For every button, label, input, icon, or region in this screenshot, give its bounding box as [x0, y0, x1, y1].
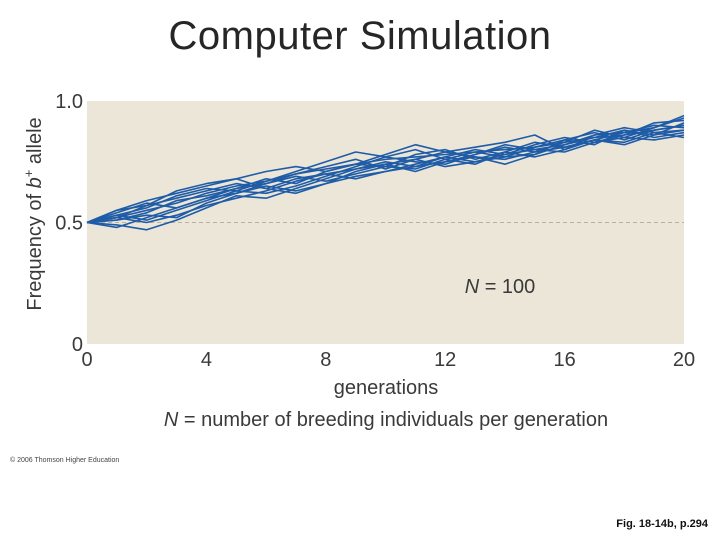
series-line-10	[86, 114, 685, 224]
y-label-after: allele	[24, 117, 46, 169]
copyright-notice: © 2006 Thomson Higher Education	[10, 457, 120, 464]
y-axis-label: Frequency of b+ allele	[21, 117, 46, 310]
slide-title: Computer Simulation	[168, 14, 552, 58]
population-size-annotation: N = 100	[465, 276, 536, 298]
caption-italic: N	[164, 409, 179, 431]
y-tick-label: 0.5	[55, 213, 83, 235]
x-tick-label: 0	[81, 349, 92, 371]
annotation-italic: N	[465, 276, 480, 298]
series-line-9	[86, 126, 685, 224]
x-tick-label: 12	[434, 349, 456, 371]
y-label-italic: b	[24, 177, 46, 188]
y-label-before: Frequency of	[24, 188, 46, 310]
y-label-sup: +	[21, 170, 36, 178]
x-tick-label: 20	[673, 349, 695, 371]
series-layer	[86, 114, 685, 231]
series-line-12	[86, 129, 685, 224]
caption-text: = number of breeding individuals per gen…	[178, 409, 608, 431]
x-tick-labels: 0 4 8 12 16 20	[81, 349, 695, 371]
x-tick-label: 4	[201, 349, 212, 371]
x-axis-label: generations	[334, 377, 439, 399]
x-tick-label: 8	[320, 349, 331, 371]
x-tick-label: 16	[553, 349, 575, 371]
y-tick-label: 1.0	[55, 91, 83, 113]
caption: N = number of breeding individuals per g…	[164, 409, 608, 431]
y-tick-labels: 0 0.5 1.0	[55, 91, 83, 356]
y-tick-label: 0	[72, 334, 83, 356]
figure-reference: Fig. 18-14b, p.294	[616, 518, 708, 530]
annotation-text: = 100	[479, 276, 535, 298]
